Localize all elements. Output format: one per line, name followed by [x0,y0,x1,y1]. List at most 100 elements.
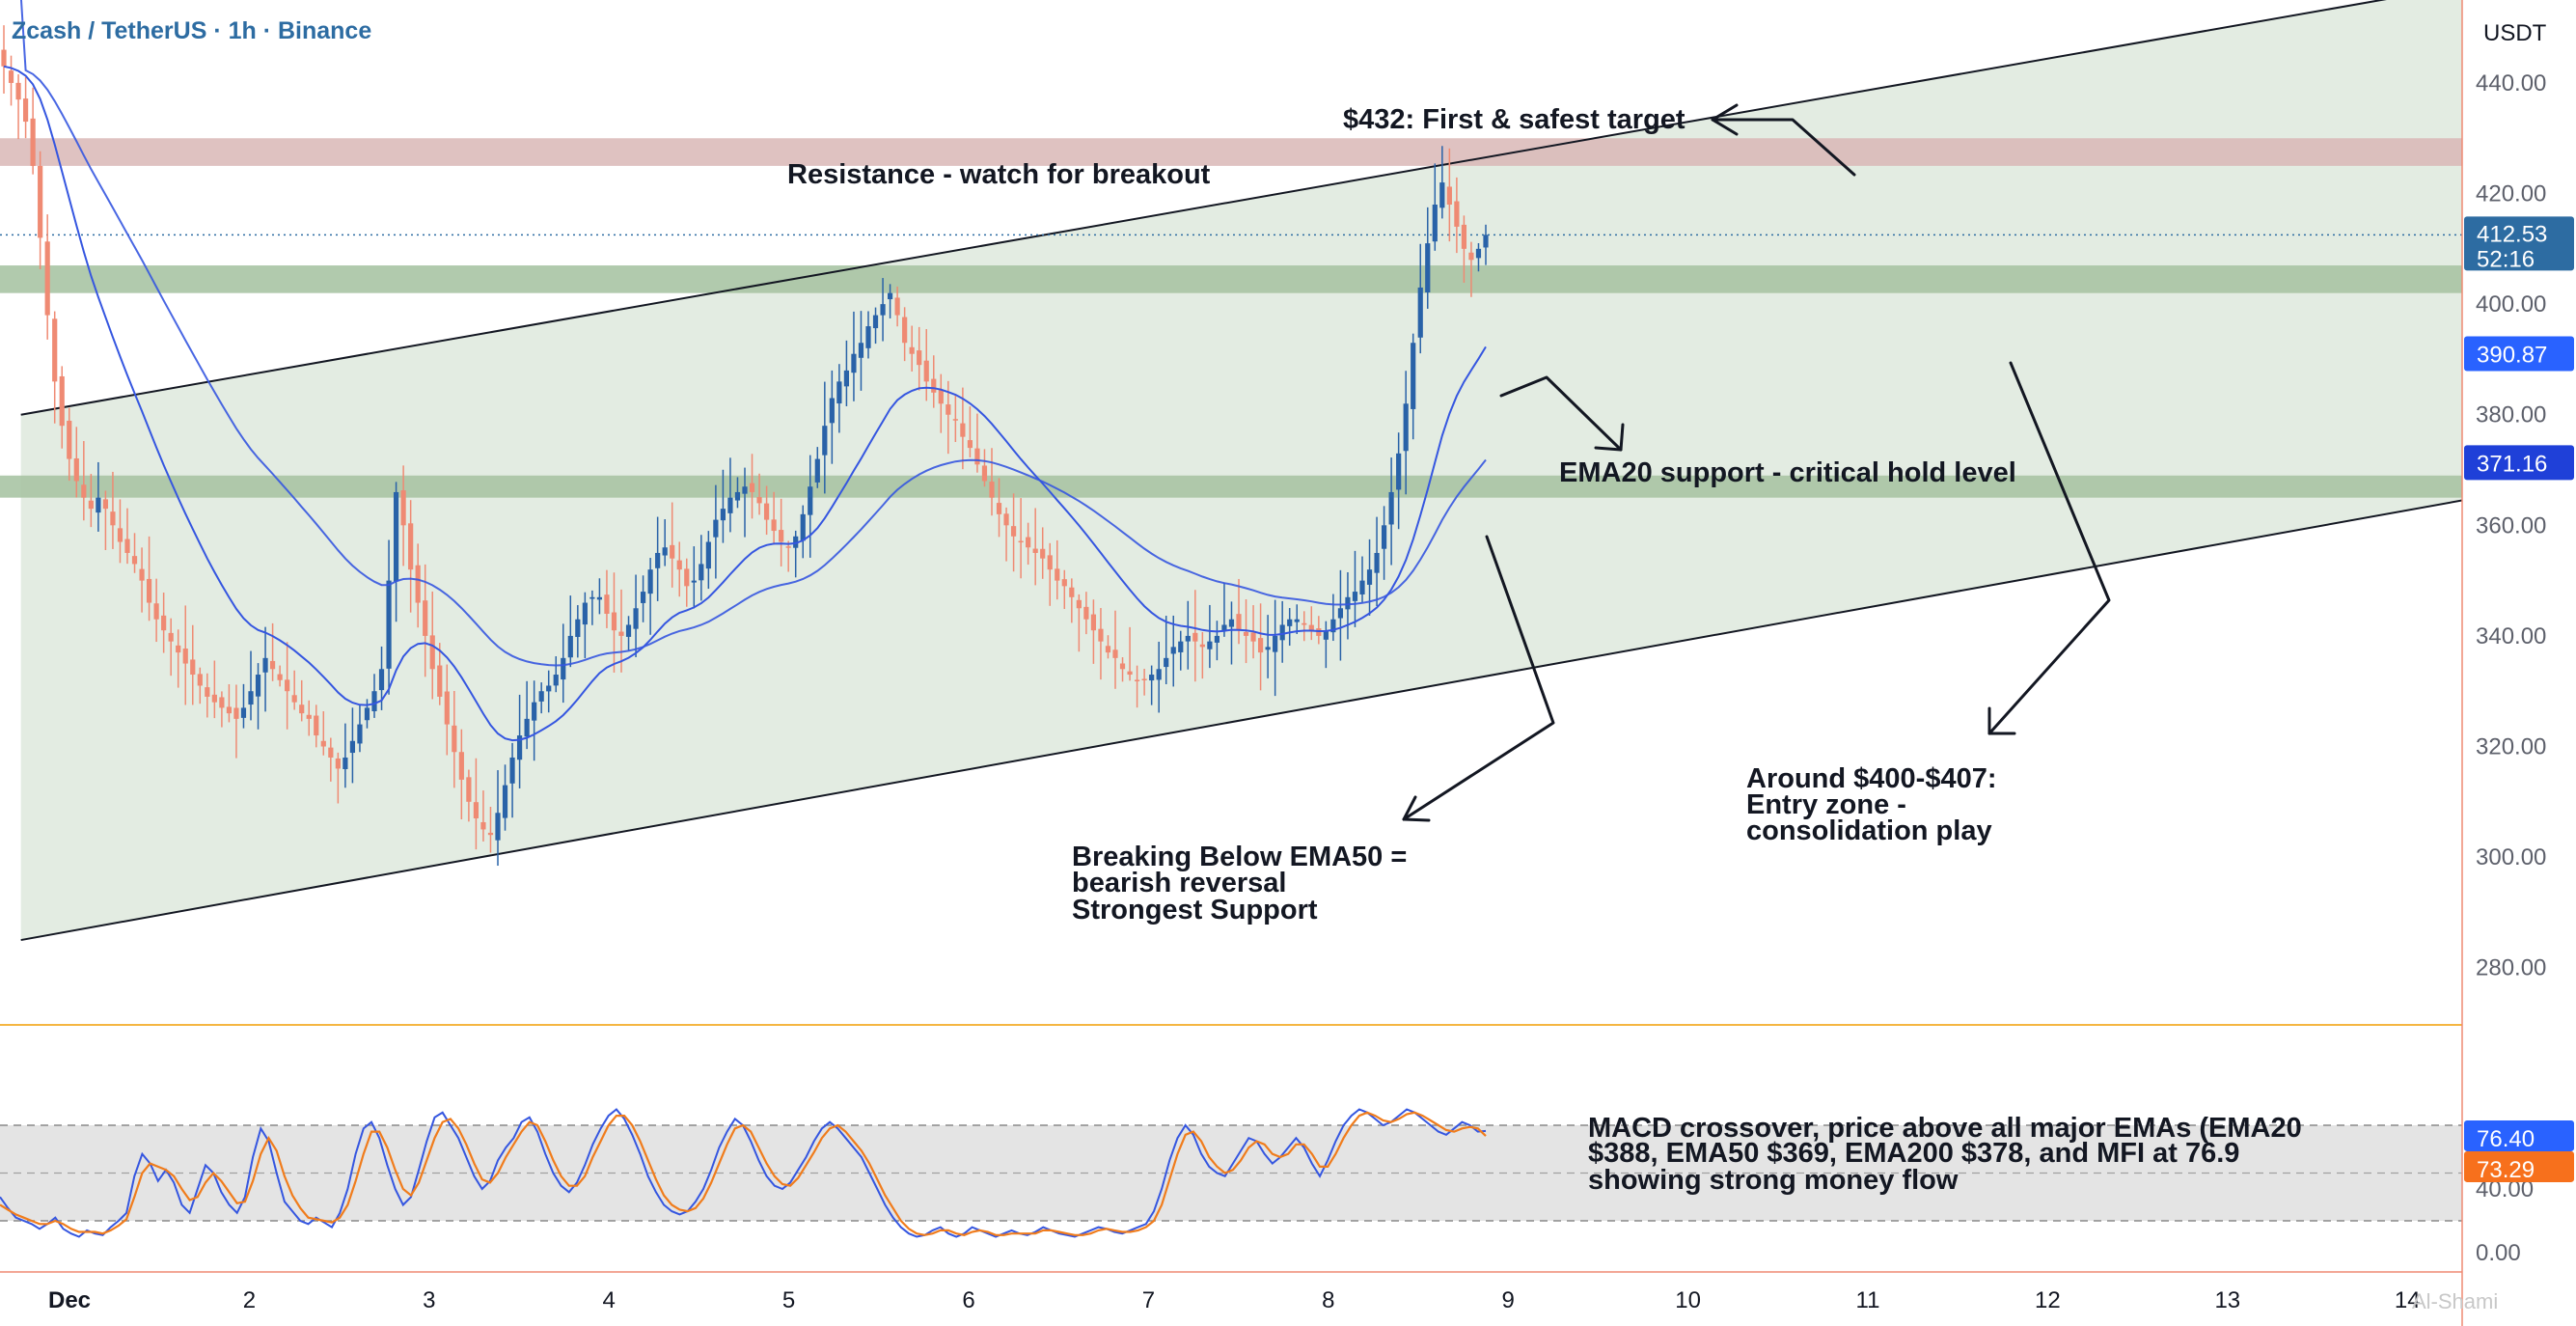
ema50-break-arrow[interactable] [1402,535,1555,821]
candle[interactable] [1388,457,1394,566]
candle[interactable] [8,55,14,106]
candle[interactable] [285,642,290,730]
candle[interactable] [749,454,755,519]
candle[interactable] [1483,224,1489,265]
candle[interactable] [255,663,261,730]
candle[interactable] [357,704,363,753]
candle[interactable] [81,441,87,521]
candle[interactable] [1337,569,1344,661]
candle[interactable] [538,682,544,714]
candle[interactable] [1308,606,1314,641]
candle[interactable] [575,605,581,658]
candle[interactable] [161,593,167,653]
candle[interactable] [756,473,762,515]
oscillator-d-line[interactable] [0,1111,1487,1236]
candle[interactable] [30,87,36,175]
candle[interactable] [691,546,697,609]
candle[interactable] [44,214,50,340]
candle[interactable] [996,478,1002,538]
candle[interactable] [1475,242,1482,272]
candle[interactable] [763,485,770,536]
symbol-title[interactable]: Zcash / TetherUS · 1h · Binance [12,17,371,44]
candle[interactable] [1003,507,1009,562]
candle[interactable] [1302,611,1307,642]
candle[interactable] [1040,527,1046,579]
candle[interactable] [110,471,116,549]
candle[interactable] [364,699,370,729]
candle[interactable] [1026,522,1031,566]
candle[interactable] [393,482,399,622]
candle[interactable] [1207,604,1213,669]
candle[interactable] [1345,571,1351,640]
candle[interactable] [1141,668,1147,696]
candle[interactable] [1417,243,1423,354]
candle[interactable] [720,469,726,543]
candle[interactable] [793,530,799,578]
candle[interactable] [553,656,559,693]
candle[interactable] [415,543,421,628]
candle[interactable] [1228,601,1235,665]
candle[interactable] [1214,621,1220,661]
candle[interactable] [894,286,900,327]
candle[interactable] [771,491,777,545]
candle[interactable] [713,484,719,579]
candle[interactable] [1192,590,1198,682]
candle[interactable] [408,500,414,613]
candle[interactable] [1221,582,1227,637]
candle[interactable] [291,670,297,710]
candle[interactable] [343,723,348,788]
candle[interactable] [618,589,624,673]
candle[interactable] [785,540,791,572]
candle[interactable] [314,704,319,748]
candle[interactable] [843,340,850,406]
currency-label[interactable]: USDT [2483,20,2547,46]
candle[interactable] [611,572,617,673]
candle[interactable] [604,569,610,628]
candle[interactable] [1018,498,1024,579]
candle[interactable] [1265,615,1271,678]
candle[interactable] [1076,594,1082,652]
candle[interactable] [880,278,886,342]
candle[interactable] [945,380,951,455]
candle[interactable] [277,665,283,687]
candle[interactable] [88,474,94,528]
candle[interactable] [1454,177,1460,254]
candle[interactable] [1279,600,1285,663]
candle[interactable] [633,574,639,657]
candle[interactable] [480,790,486,842]
candle[interactable] [1425,207,1431,309]
candle[interactable] [320,711,326,756]
candle[interactable] [1403,371,1409,495]
candle[interactable] [1083,592,1089,635]
candle[interactable] [1439,146,1445,219]
candle[interactable] [684,558,690,607]
candle[interactable] [52,311,58,424]
target-arrow[interactable] [1711,118,1856,177]
candle[interactable] [306,700,312,736]
candle[interactable] [1178,630,1184,671]
candle[interactable] [567,595,573,668]
candle[interactable] [858,311,864,391]
candle[interactable] [197,667,203,704]
candle[interactable] [655,516,661,601]
candle[interactable] [516,694,523,788]
candle[interactable] [1105,635,1111,659]
candle[interactable] [1236,578,1242,645]
candle[interactable] [974,413,980,473]
candle[interactable] [808,455,813,558]
candle[interactable] [211,660,217,719]
candle[interactable] [400,465,406,566]
candle[interactable] [248,650,254,721]
candle[interactable] [22,76,29,139]
candle[interactable] [872,307,879,345]
ema50-line[interactable] [4,0,1487,667]
candle[interactable] [923,329,929,401]
candle[interactable] [582,592,588,659]
candle[interactable] [625,616,632,651]
candle[interactable] [466,769,472,822]
candle[interactable] [117,499,123,564]
candle[interactable] [1055,539,1060,600]
candle[interactable] [532,680,537,761]
candle[interactable] [561,623,566,704]
